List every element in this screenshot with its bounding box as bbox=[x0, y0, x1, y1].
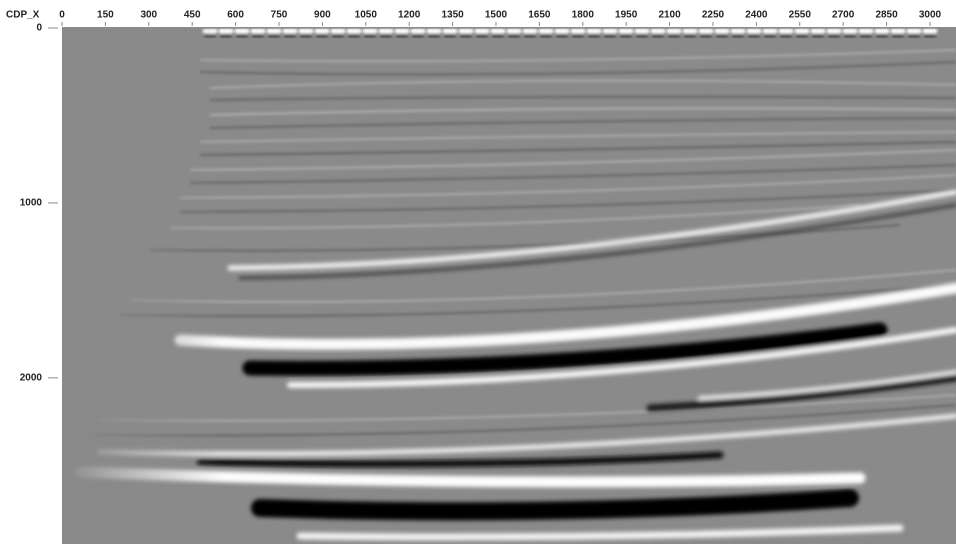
y-tick-label: 1000 bbox=[20, 198, 43, 209]
seismic-image bbox=[62, 27, 956, 544]
x-tick-label: 150 bbox=[97, 10, 114, 21]
x-tick-label: 2700 bbox=[832, 10, 855, 21]
x-tick-label: 750 bbox=[271, 10, 288, 21]
x-tick-label: 3000 bbox=[919, 10, 942, 21]
x-tick-label: 600 bbox=[227, 10, 244, 21]
x-tick-label: 2550 bbox=[789, 10, 812, 21]
x-tick-label: 2250 bbox=[702, 10, 725, 21]
x-tick-label: 0 bbox=[59, 10, 65, 21]
x-tick-label: 2850 bbox=[875, 10, 898, 21]
x-tick-label: 900 bbox=[314, 10, 331, 21]
y-tick-label: 0 bbox=[36, 23, 42, 34]
x-tick-label: 300 bbox=[140, 10, 157, 21]
x-tick-label: 1350 bbox=[441, 10, 464, 21]
x-tick-label: 1050 bbox=[355, 10, 378, 21]
x-tick-label: 1200 bbox=[398, 10, 421, 21]
x-tick-label: 1800 bbox=[572, 10, 595, 21]
x-tick-label: 450 bbox=[184, 10, 201, 21]
x-tick-label: 2400 bbox=[745, 10, 768, 21]
x-tick-label: 2100 bbox=[658, 10, 681, 21]
y-tick-label: 2000 bbox=[20, 372, 43, 383]
x-tick-label: 1650 bbox=[528, 10, 551, 21]
x-tick-label: 1950 bbox=[615, 10, 638, 21]
x-axis-label: CDP_X bbox=[6, 10, 40, 21]
x-tick-label: 1500 bbox=[485, 10, 508, 21]
